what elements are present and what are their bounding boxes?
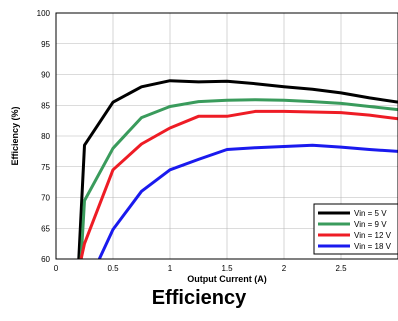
y-tick-label: 100 (37, 9, 51, 18)
series-lines (77, 79, 398, 260)
y-tick-label: 60 (41, 255, 50, 264)
legend-label: Vin = 9 V (354, 220, 387, 229)
y-tick-label: 85 (41, 101, 50, 110)
y-axis-title: Efficiency (%) (10, 106, 20, 165)
x-tick-label: 1.5 (221, 264, 233, 273)
legend-label: Vin = 5 V (354, 209, 387, 218)
x-axis-title: Output Current (A) (187, 274, 266, 284)
y-tick-label: 75 (41, 163, 50, 172)
legend: Vin = 5 V Vin = 9 V Vin = 12 V Vin = 18 V (313, 203, 398, 255)
x-tick-label: 2.5 (335, 264, 347, 273)
legend-label: Vin = 12 V (354, 231, 392, 240)
x-tick-label: 2 (282, 264, 287, 273)
figure-caption: Efficiency (151, 287, 247, 309)
legend-label: Vin = 18 V (354, 242, 392, 251)
tick-labels: 0 0.5 1 1.5 2 2.5 60 65 70 75 80 85 90 95 100 (37, 9, 347, 273)
y-tick-label: 90 (41, 71, 50, 80)
x-tick-label: 0 (54, 264, 59, 273)
y-tick-label: 80 (41, 132, 50, 141)
y-tick-label: 65 (41, 224, 50, 233)
x-tick-label: 1 (168, 264, 173, 273)
x-tick-label: 0.5 (107, 264, 119, 273)
plot-frame (55, 12, 398, 260)
series-line-3 (79, 109, 398, 260)
y-tick-label: 70 (41, 194, 50, 203)
efficiency-chart: 0 0.5 1 1.5 2 2.5 60 65 70 75 80 85 90 95 100 Output C… (10, 9, 398, 284)
y-tick-label: 95 (41, 40, 50, 49)
series-line-2 (79, 98, 398, 260)
series-line-4 (97, 143, 398, 260)
series-line-1 (77, 79, 398, 260)
